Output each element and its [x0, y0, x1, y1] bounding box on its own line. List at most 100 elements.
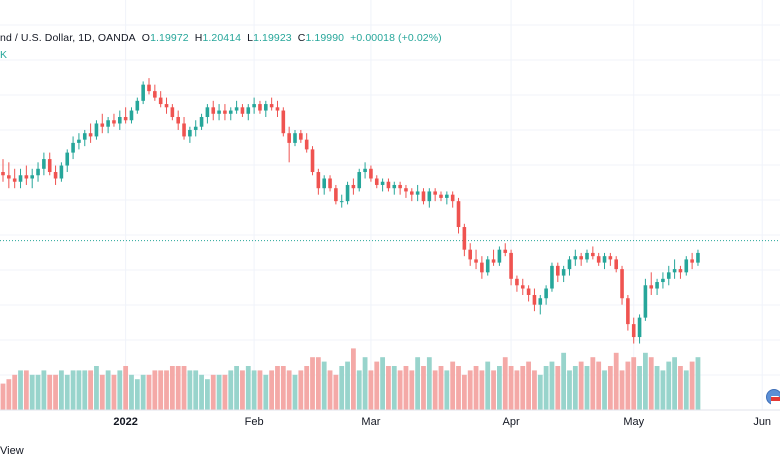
candle-body	[30, 175, 34, 179]
candle	[666, 265, 671, 286]
volume-bar	[479, 370, 485, 410]
candle-body	[153, 91, 157, 98]
candle-body	[392, 184, 397, 189]
footer-view-text: View	[0, 445, 24, 457]
candle-body	[217, 110, 221, 114]
candle	[42, 152, 46, 176]
candle-body	[328, 178, 332, 189]
candle-body	[71, 142, 75, 153]
volume-bar	[397, 370, 403, 410]
open-label: O	[141, 32, 151, 44]
candle	[620, 265, 624, 305]
candle	[328, 175, 332, 192]
candle-body	[643, 285, 648, 318]
candle	[182, 117, 186, 140]
candle	[123, 107, 128, 124]
candle-body	[339, 201, 344, 203]
time-axis-tick-label: Feb	[244, 416, 264, 428]
candle	[211, 100, 216, 121]
candle	[631, 317, 636, 344]
candle-body	[474, 259, 478, 263]
candle	[585, 249, 589, 263]
volume-bar	[280, 366, 286, 410]
candle-body	[100, 123, 105, 127]
volume-bar	[164, 370, 169, 410]
candle	[690, 252, 694, 270]
volume-bar	[70, 370, 76, 410]
high-label: H	[194, 32, 203, 44]
volume-bar	[683, 370, 689, 410]
volume-bar	[18, 370, 23, 410]
candle	[602, 252, 607, 270]
price-candles	[1, 78, 700, 344]
candle	[129, 107, 134, 124]
volume-bar	[187, 370, 193, 410]
candle	[369, 165, 373, 182]
candle-body	[42, 159, 46, 169]
candle-body	[228, 110, 233, 114]
candle	[293, 129, 297, 147]
candle	[591, 246, 595, 260]
candle-body	[264, 104, 268, 111]
volume-bar	[205, 379, 210, 410]
candle-body	[211, 107, 216, 114]
candle	[678, 265, 683, 279]
candle	[520, 278, 525, 295]
volume-bar	[0, 383, 6, 410]
candle	[509, 249, 513, 286]
volume-bar	[82, 370, 88, 410]
volume-bar	[12, 374, 18, 410]
candle-body	[176, 117, 180, 124]
candle	[12, 168, 17, 189]
volume-bar	[590, 357, 596, 410]
candle-body	[649, 285, 654, 289]
candle-body	[445, 194, 449, 198]
candle-body	[123, 117, 128, 121]
candle	[100, 113, 105, 134]
volume-bar	[59, 370, 64, 410]
candle	[141, 81, 145, 105]
volume-bar	[99, 374, 105, 410]
volume-bar	[520, 366, 526, 410]
candle	[439, 191, 443, 202]
candle-body	[439, 194, 443, 198]
candle	[234, 100, 239, 114]
candle-body	[252, 104, 256, 108]
volume-bar	[572, 366, 578, 410]
candle	[7, 162, 11, 189]
candle-body	[620, 269, 624, 299]
candle	[264, 100, 268, 118]
volume-bar	[613, 352, 619, 410]
volume-bar	[643, 352, 648, 410]
volume-bar	[602, 370, 607, 410]
candle-body	[515, 278, 519, 286]
volume-bar	[473, 366, 479, 410]
volume-bar	[286, 370, 292, 410]
volume-bar	[514, 370, 520, 410]
candle-body	[193, 126, 198, 130]
candle-body	[561, 269, 566, 276]
candle	[77, 133, 81, 150]
chart-grid	[0, 0, 780, 410]
candle-body	[637, 317, 642, 338]
volume-bar	[240, 370, 245, 410]
volume-bar	[222, 374, 228, 410]
close-number: 1.19990	[305, 32, 345, 44]
volume-bar	[549, 361, 555, 410]
volume-bar	[391, 366, 397, 410]
candle-body	[480, 262, 484, 273]
candle	[462, 223, 467, 257]
volume-bar	[76, 370, 82, 410]
candle	[637, 314, 642, 344]
volume-bar	[345, 361, 350, 410]
candle-body	[456, 201, 461, 228]
candle-body	[275, 107, 280, 111]
volume-bar	[666, 361, 672, 410]
volume-bar	[327, 370, 333, 410]
candle-body	[491, 259, 496, 263]
candle	[304, 133, 309, 153]
volume-bar	[199, 374, 204, 410]
volume-bar	[532, 370, 537, 410]
candle-body	[158, 97, 163, 105]
